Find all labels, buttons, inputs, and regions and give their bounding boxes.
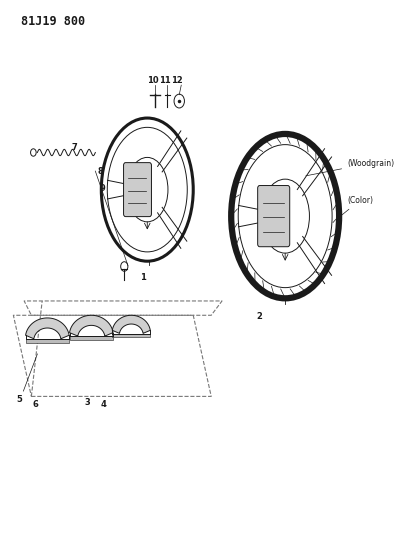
Polygon shape	[26, 318, 69, 339]
Text: 81J19 800: 81J19 800	[22, 14, 85, 28]
Text: 7: 7	[71, 143, 77, 152]
Text: 10: 10	[147, 76, 158, 85]
Polygon shape	[70, 316, 113, 336]
Text: 2: 2	[256, 312, 262, 320]
FancyBboxPatch shape	[258, 185, 290, 247]
Text: 12: 12	[171, 76, 183, 85]
Text: (Woodgrain): (Woodgrain)	[306, 159, 394, 176]
Text: (Color): (Color)	[341, 196, 373, 215]
Text: 5: 5	[16, 395, 22, 405]
Polygon shape	[26, 339, 69, 343]
Text: 8: 8	[97, 166, 103, 175]
Polygon shape	[112, 334, 150, 337]
Polygon shape	[112, 316, 150, 333]
Text: 3: 3	[84, 398, 90, 407]
FancyBboxPatch shape	[124, 163, 151, 216]
Text: 1: 1	[140, 273, 146, 282]
Polygon shape	[70, 336, 113, 340]
Text: 6: 6	[33, 400, 38, 409]
Text: 11: 11	[160, 76, 171, 85]
Text: 4: 4	[101, 400, 106, 409]
Text: 9: 9	[99, 183, 105, 192]
